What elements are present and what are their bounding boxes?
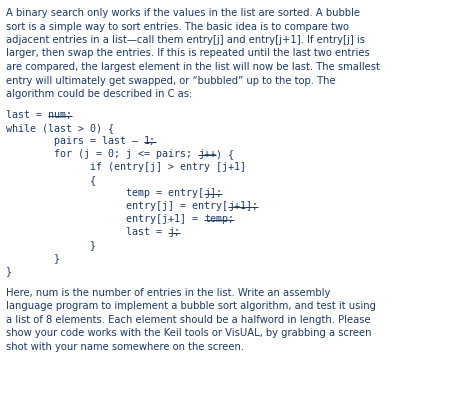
Text: }: } — [6, 252, 60, 262]
Text: j];: j]; — [204, 188, 222, 198]
Text: algorithm could be described in C as:: algorithm could be described in C as: — [6, 89, 192, 99]
Text: language program to implement a bubble sort algorithm, and test it using: language program to implement a bubble s… — [6, 301, 376, 311]
Text: pairs = last –: pairs = last – — [6, 136, 144, 145]
Text: larger, then swap the entries. If this is repeated until the last two entries: larger, then swap the entries. If this i… — [6, 48, 370, 58]
Text: 1;: 1; — [144, 136, 156, 145]
Text: show your code works with the Keil tools or VisUAL, by grabbing a screen: show your code works with the Keil tools… — [6, 327, 371, 337]
Text: Here, num is the number of entries in the list. Write an assembly: Here, num is the number of entries in th… — [6, 287, 331, 297]
Text: entry[j+1] =: entry[j+1] = — [6, 213, 204, 224]
Text: while (last > 0) {: while (last > 0) { — [6, 123, 114, 132]
Text: A binary search only works if the values in the list are sorted. A bubble: A binary search only works if the values… — [6, 8, 360, 18]
Text: entry[j] = entry[: entry[j] = entry[ — [6, 200, 228, 211]
Text: }: } — [6, 265, 12, 275]
Text: a list of 8 elements. Each element should be a halfword in length. Please: a list of 8 elements. Each element shoul… — [6, 314, 370, 324]
Text: last =: last = — [6, 226, 168, 237]
Text: j++: j++ — [198, 149, 216, 158]
Text: sort is a simple way to sort entries. The basic idea is to compare two: sort is a simple way to sort entries. Th… — [6, 21, 349, 32]
Text: temp;: temp; — [204, 213, 234, 224]
Text: j;: j; — [168, 226, 180, 237]
Text: last =: last = — [6, 110, 48, 119]
Text: {: { — [6, 175, 96, 184]
Text: if (entry[j] > entry [j+1]: if (entry[j] > entry [j+1] — [6, 162, 246, 171]
Text: num;: num; — [48, 110, 72, 119]
Text: adjacent entries in a list—call them entry[j] and entry[j+1]. If entry[j] is: adjacent entries in a list—call them ent… — [6, 35, 365, 45]
Text: temp = entry[: temp = entry[ — [6, 188, 204, 198]
Text: }: } — [6, 239, 96, 249]
Text: are compared, the largest element in the list will now be last. The smallest: are compared, the largest element in the… — [6, 62, 380, 72]
Text: entry will ultimately get swapped, or “bubbled” up to the top. The: entry will ultimately get swapped, or “b… — [6, 75, 336, 85]
Text: shot with your name somewhere on the screen.: shot with your name somewhere on the scr… — [6, 341, 244, 351]
Text: ) {: ) { — [216, 149, 234, 158]
Text: for (j = 0; j <= pairs;: for (j = 0; j <= pairs; — [6, 149, 198, 158]
Text: j+1];: j+1]; — [228, 200, 258, 211]
